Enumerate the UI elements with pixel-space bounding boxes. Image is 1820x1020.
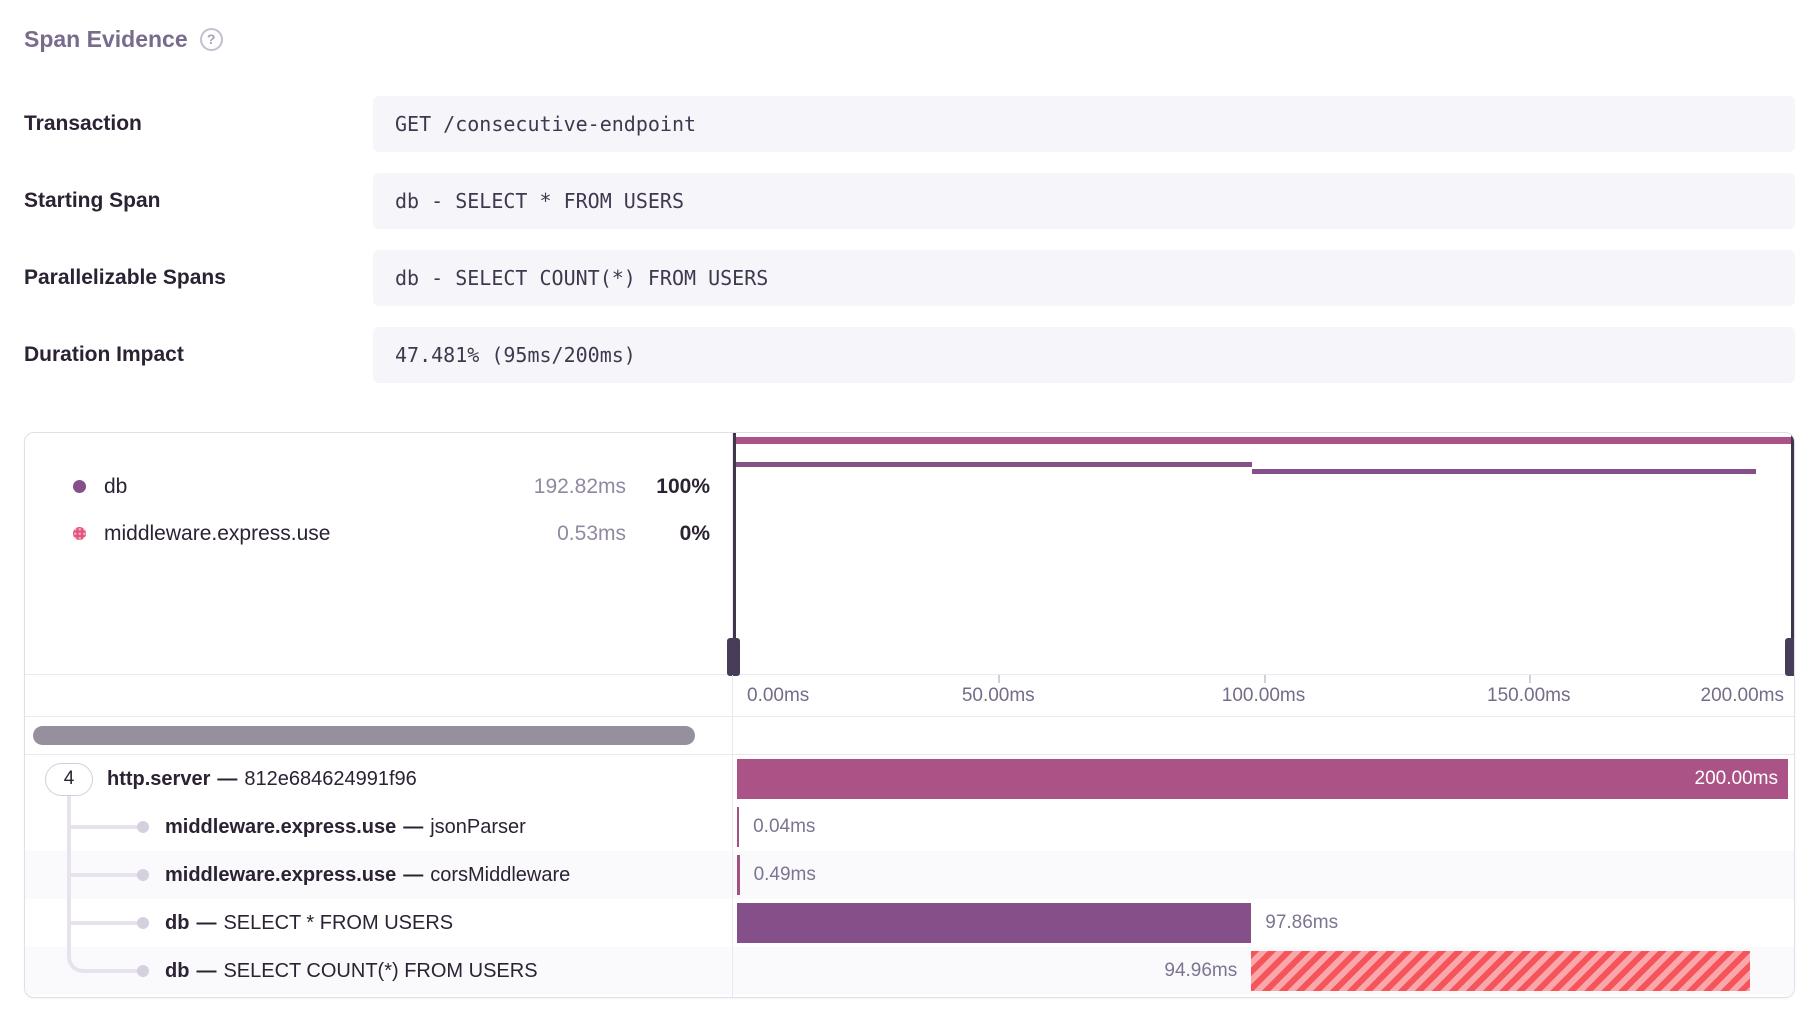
axis-tick-label: 50.00ms: [961, 684, 1035, 706]
span-bar-row-json-parser[interactable]: 0.04ms: [733, 803, 1794, 851]
parallelizable-spans-label: Parallelizable Spans: [24, 266, 226, 289]
span-description: jsonParser: [430, 815, 526, 838]
span-description: 812e684624991f96: [244, 767, 417, 790]
starting-span-value: db - SELECT * FROM USERS: [373, 173, 1795, 229]
legend-percent: 0%: [679, 521, 710, 545]
span-duration-label: 94.96ms: [1164, 960, 1238, 981]
span-children-count-badge[interactable]: 4: [45, 762, 93, 796]
span-row-http-server[interactable]: 4 http.server — 812e684624991f96: [25, 755, 732, 803]
span-op: db: [165, 911, 190, 934]
axis-tick-label: 0.00ms: [747, 684, 810, 706]
parallelizable-spans-value-text: db - SELECT COUNT(*) FROM USERS: [395, 266, 769, 290]
axis-tickmark: [998, 675, 1001, 683]
span-op: middleware.express.use: [165, 863, 397, 886]
axis-tick-label: 200.00ms: [1700, 684, 1784, 706]
span-bar-row-http-server[interactable]: 200.00ms: [733, 755, 1794, 803]
duration-impact-value-text: 47.481% (95ms/200ms): [395, 343, 636, 367]
minimap-bar-db-select: [733, 462, 1253, 467]
span-row-cors-middleware[interactable]: middleware.express.use — corsMiddleware: [25, 851, 732, 899]
evidence-table: Transaction GET /consecutive-endpoint St…: [24, 96, 1795, 383]
legend-name: middleware.express.use: [104, 521, 331, 545]
scrollbar-thumb[interactable]: [33, 726, 695, 745]
span-description: SELECT * FROM USERS: [223, 911, 454, 934]
span-bar-db-select: [737, 903, 1252, 943]
axis-spacer: [25, 675, 733, 717]
span-bar-row-cors-middleware[interactable]: 0.49ms: [733, 851, 1794, 899]
axis-tick-label: 150.00ms: [1487, 684, 1571, 706]
span-separator: —: [403, 815, 424, 838]
starting-span-value-text: db - SELECT * FROM USERS: [395, 189, 684, 213]
span-bar-db-count-hatched: [1251, 951, 1751, 991]
span-op: db: [165, 959, 190, 982]
span-duration-label: 0.04ms: [753, 816, 816, 837]
transaction-value-text: GET /consecutive-endpoint: [395, 112, 697, 136]
legend-name: db: [104, 474, 128, 498]
bar-area: 200.00ms: [737, 759, 1788, 799]
legend-duration: 192.82ms: [533, 474, 626, 498]
legend-item-middleware: middleware.express.use 0.53ms 0%: [73, 510, 710, 557]
bar-area: 0.04ms: [737, 807, 1788, 847]
span-row-db-count[interactable]: db — SELECT COUNT(*) FROM USERS: [25, 947, 732, 995]
legend-item-db: db 192.82ms 100%: [73, 463, 710, 510]
page-title: Span Evidence: [24, 26, 188, 52]
span-separator: —: [196, 911, 217, 934]
span-tree: 4 http.server — 812e684624991f96 middlew…: [25, 755, 733, 997]
span-bar-cors-middleware: [737, 855, 740, 895]
minimap-left-handle[interactable]: [727, 638, 740, 676]
legend-percent: 100%: [656, 474, 710, 498]
axis-tick-label: 100.00ms: [1221, 684, 1306, 706]
parallelizable-spans-value: db - SELECT COUNT(*) FROM USERS: [373, 250, 1795, 306]
transaction-value: GET /consecutive-endpoint: [373, 96, 1795, 152]
help-icon[interactable]: ?: [199, 27, 223, 51]
time-axis: 0.00ms 50.00ms 100.00ms 150.00ms 200.00m…: [733, 675, 1794, 717]
span-bars-chart: 200.00ms 0.04ms 0.49ms 97.86ms: [733, 755, 1794, 997]
bar-area: 0.49ms: [737, 855, 1788, 895]
span-duration-label: 0.49ms: [753, 864, 816, 885]
duration-impact-value: 47.481% (95ms/200ms): [373, 327, 1795, 383]
span-duration-label: 200.00ms: [1694, 768, 1778, 789]
minimap-left-boundary: [733, 433, 736, 675]
horizontal-scrollbar: [25, 717, 733, 755]
transaction-label: Transaction: [24, 112, 142, 135]
legend-duration: 0.53ms: [557, 521, 626, 545]
span-bar-row-db-select[interactable]: 97.86ms: [733, 899, 1794, 947]
trace-view-panel: db 192.82ms 100% middleware.express.use …: [24, 432, 1795, 998]
span-bar-json-parser: [737, 807, 740, 847]
bar-area: 94.96ms: [737, 951, 1788, 991]
span-separator: —: [196, 959, 217, 982]
legend-dot-db: [73, 480, 86, 493]
minimap-bar-db-count: [1252, 469, 1756, 474]
span-row-json-parser[interactable]: middleware.express.use — jsonParser: [25, 803, 732, 851]
span-separator: —: [217, 767, 238, 790]
span-evidence-section: Span Evidence ? Transaction GET /consecu…: [24, 24, 1795, 998]
minimap-right-handle[interactable]: [1785, 638, 1794, 676]
span-bar-http-server: 200.00ms: [737, 759, 1788, 799]
scrollbar-spacer: [733, 717, 1794, 755]
starting-span-label: Starting Span: [24, 189, 161, 212]
span-description: SELECT COUNT(*) FROM USERS: [223, 959, 538, 982]
axis-tickmark: [1528, 675, 1531, 683]
span-row-db-select[interactable]: db — SELECT * FROM USERS: [25, 899, 732, 947]
duration-impact-label: Duration Impact: [24, 343, 184, 366]
bar-area: 97.86ms: [737, 903, 1788, 943]
trace-minimap[interactable]: [727, 433, 1794, 676]
span-description: corsMiddleware: [430, 863, 571, 886]
legend-dot-middleware: [73, 527, 86, 540]
legend-area: db 192.82ms 100% middleware.express.use …: [25, 433, 733, 675]
span-bar-row-db-count[interactable]: 94.96ms: [733, 947, 1794, 995]
section-header: Span Evidence ?: [24, 24, 1795, 54]
span-op: http.server: [107, 767, 211, 790]
minimap-right-boundary: [1791, 433, 1794, 675]
axis-tickmark: [1263, 675, 1266, 683]
minimap-bar-http-server: [733, 437, 1794, 444]
span-op: middleware.express.use: [165, 815, 397, 838]
span-separator: —: [403, 863, 424, 886]
span-duration-label: 97.86ms: [1265, 912, 1339, 933]
